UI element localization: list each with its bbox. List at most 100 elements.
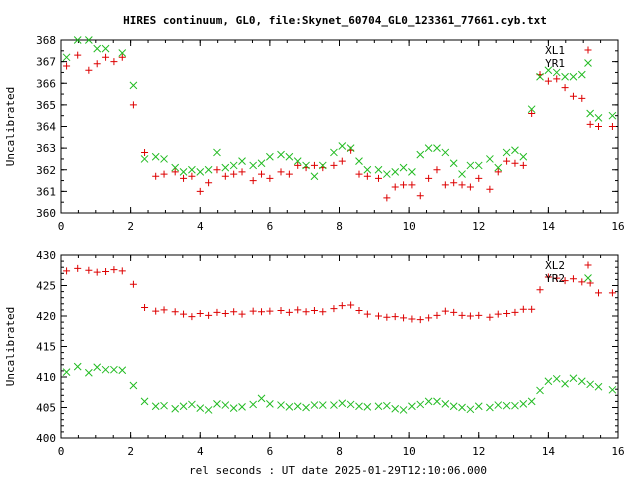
data-point-YR2: [73, 362, 82, 371]
data-point-XL1: [391, 183, 399, 191]
data-point-YR1: [101, 44, 110, 53]
data-point-XL1: [408, 181, 416, 189]
legend-label: YR2: [545, 272, 565, 285]
data-point-XL1: [238, 168, 246, 176]
data-point-YR2: [179, 402, 188, 411]
data-point-XL2: [408, 315, 416, 323]
data-point-YR2: [293, 402, 302, 411]
x-tick-label: 16: [611, 220, 624, 233]
x-tick-label: 0: [58, 220, 65, 233]
data-point-XL2: [118, 267, 126, 275]
data-point-XL1: [511, 159, 519, 167]
data-point-YR2: [399, 406, 408, 414]
data-point-XL2: [383, 313, 391, 321]
x-tick-label: 14: [542, 445, 556, 458]
data-point-YR1: [229, 161, 238, 170]
data-point-XL2: [536, 286, 544, 294]
data-point-YR2: [527, 397, 536, 406]
data-point-YR2: [594, 382, 603, 391]
data-point-YR1: [382, 170, 391, 178]
data-point-YR1: [399, 163, 408, 172]
data-point-YR1: [310, 172, 319, 181]
data-point-XL2: [74, 264, 82, 272]
data-point-YR2: [229, 404, 238, 412]
data-point-YR1: [458, 170, 466, 178]
data-point-XL2: [363, 310, 371, 318]
y-tick-label: 367: [36, 56, 56, 69]
data-point-XL2: [494, 310, 502, 318]
data-point-YR1: [151, 152, 160, 161]
data-point-YR1: [93, 44, 102, 53]
data-point-YR1: [486, 155, 494, 163]
data-point-XL1: [561, 84, 569, 92]
data-point-YR1: [552, 68, 561, 77]
data-point-XL2: [458, 311, 466, 319]
data-point-XL1: [355, 170, 363, 178]
data-point-YR2: [363, 403, 372, 411]
data-point-YR2: [355, 402, 363, 411]
data-point-YR1: [374, 165, 383, 174]
data-point-XL2: [188, 313, 196, 321]
y-tick-label: 430: [36, 249, 56, 262]
data-point-XL1: [141, 148, 149, 156]
data-point-XL1: [129, 101, 137, 109]
data-point-XL1: [277, 168, 285, 176]
data-point-YR1: [257, 159, 266, 168]
plot-frame: [60, 254, 619, 439]
data-point-YR1: [338, 142, 347, 150]
data-point-YR1: [569, 72, 578, 81]
data-point-YR1: [221, 163, 230, 172]
bottom-plot: 0 2 4 6 8 10 12 14 16 400 405 410 415 420 425 430 Uncali…: [4, 249, 625, 458]
y-tick-label: 415: [36, 341, 56, 354]
x-tick-label: 4: [197, 445, 204, 458]
legend-label: XL1: [545, 44, 565, 57]
data-point-XL1: [475, 174, 483, 182]
data-point-YR2: [160, 401, 168, 410]
x-tick-label: 16: [611, 445, 624, 458]
data-point-YR2: [374, 402, 383, 411]
data-point-YR2: [129, 381, 138, 390]
data-point-XL2: [160, 306, 168, 314]
x-tick-label: 6: [267, 445, 274, 458]
data-point-YR2: [257, 394, 266, 403]
data-point-YR1: [416, 150, 425, 159]
data-point-YR1: [519, 152, 528, 161]
chart-title: HIRES continuum, GL0, file:Skynet_60704_…: [123, 14, 547, 27]
data-point-XL1: [608, 123, 616, 130]
data-point-XL2: [519, 305, 527, 313]
data-point-YR1: [408, 168, 416, 176]
data-point-XL1: [188, 172, 196, 180]
data-point-YR1: [293, 157, 302, 165]
data-point-XL1: [85, 66, 93, 74]
data-point-YR2: [330, 401, 338, 409]
data-point-YR2: [151, 402, 160, 411]
data-point-YR1: [466, 161, 475, 170]
data-point-XL2: [63, 267, 71, 275]
data-point-XL2: [258, 308, 266, 316]
data-point-YR1: [196, 168, 205, 176]
data-point-YR1: [544, 66, 553, 75]
data-point-XL1: [171, 168, 179, 176]
data-point-XL2: [249, 307, 257, 315]
y-tick-label: 366: [36, 77, 56, 90]
data-point-YR2: [561, 379, 569, 388]
x-tick-label: 2: [127, 220, 134, 233]
plot-frame: [60, 39, 619, 214]
data-point-YR2: [346, 400, 355, 409]
data-point-YR2: [118, 366, 127, 375]
data-point-XL2: [302, 308, 310, 316]
data-point-YR2: [213, 399, 221, 408]
data-point-YR1: [424, 144, 433, 152]
data-point-YR2: [466, 405, 475, 414]
data-point-XL2: [391, 313, 399, 321]
data-point-YR1: [433, 144, 441, 152]
x-axis-label: rel seconds : UT date 2025-01-29T12:10:0…: [189, 464, 487, 477]
data-point-XL2: [475, 311, 483, 319]
data-point-XL2: [511, 308, 519, 316]
y-tick-label: 361: [36, 185, 56, 198]
data-point-YR1: [449, 159, 458, 168]
data-point-YR2: [93, 363, 102, 372]
data-point-YR2: [110, 365, 118, 374]
x-tick-label: 12: [472, 220, 485, 233]
data-point-XL2: [433, 311, 441, 319]
